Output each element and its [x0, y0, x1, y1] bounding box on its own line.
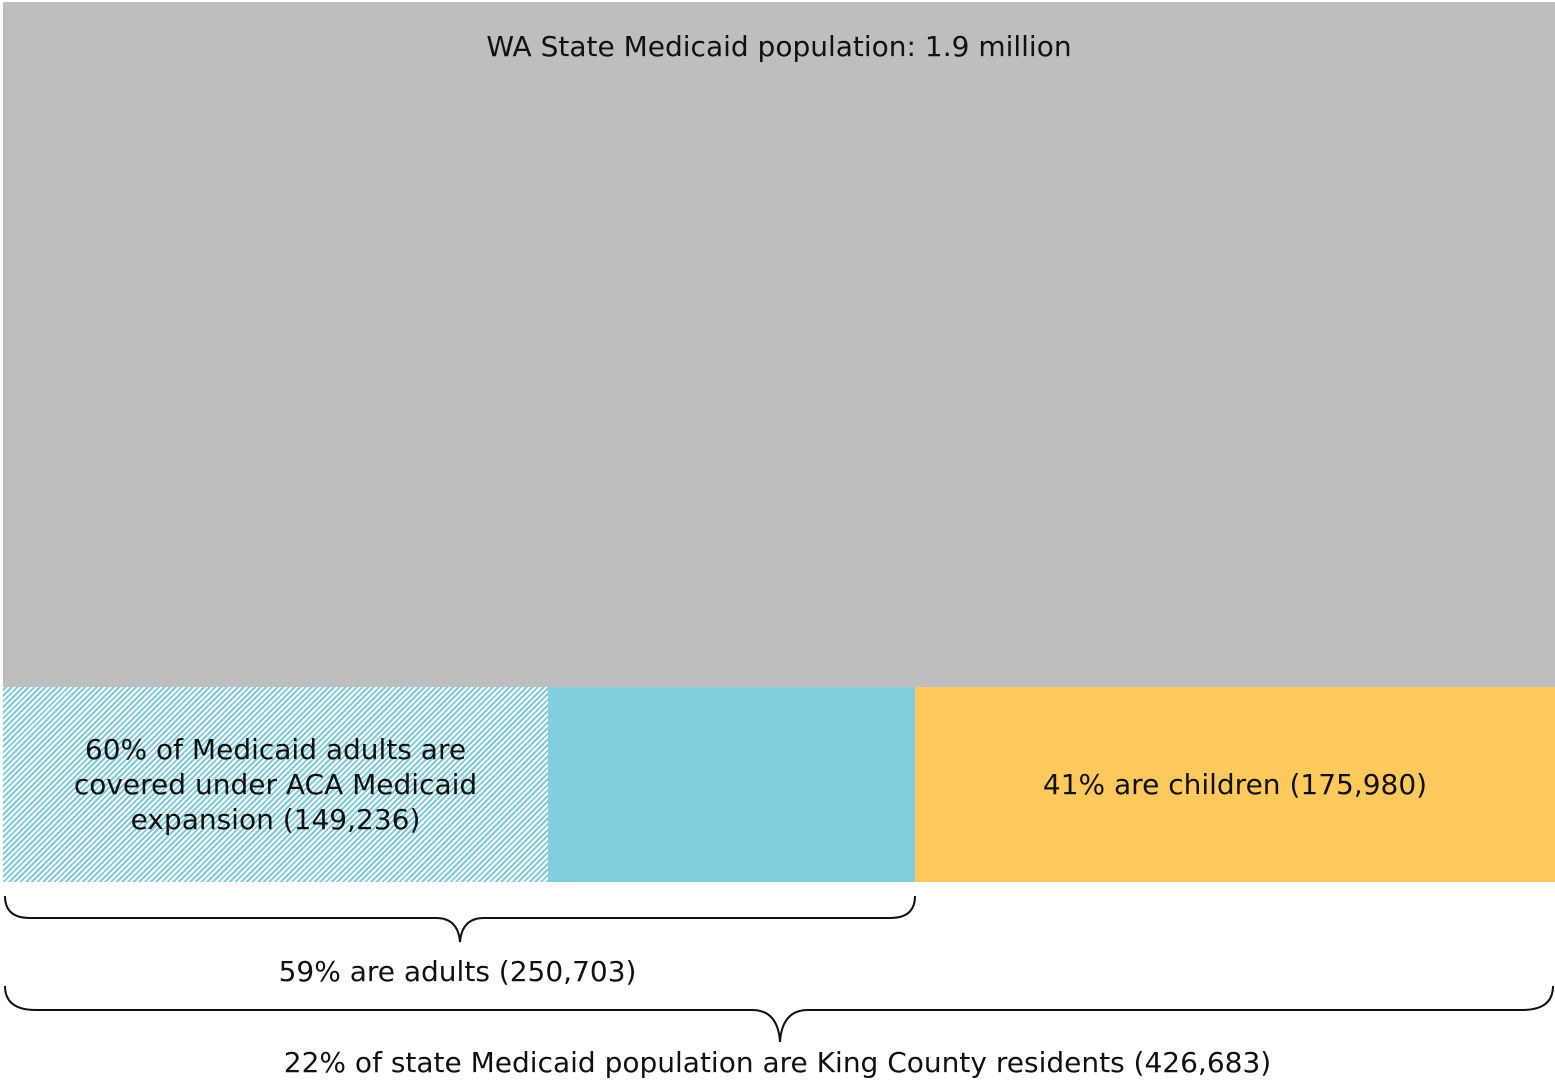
children-block: 41% are children (175,980)	[915, 687, 1555, 882]
aca-expansion-adults-block: 60% of Medicaid adults are covered under…	[3, 687, 548, 882]
children-label: 41% are children (175,980)	[1042, 768, 1428, 801]
aca-expansion-label: 60% of Medicaid adults are covered under…	[73, 733, 478, 836]
state-population-block: WA State Medicaid population: 1.9 millio…	[3, 2, 1555, 688]
adults-caption: 59% are adults (250,703)	[278, 955, 637, 988]
state-population-label: WA State Medicaid population: 1.9 millio…	[486, 30, 1072, 63]
county-caption: 22% of state Medicaid population are Kin…	[283, 1046, 1272, 1079]
adults-brace	[4, 895, 916, 943]
county-brace	[4, 985, 1554, 1043]
other-adults-block	[548, 687, 915, 882]
